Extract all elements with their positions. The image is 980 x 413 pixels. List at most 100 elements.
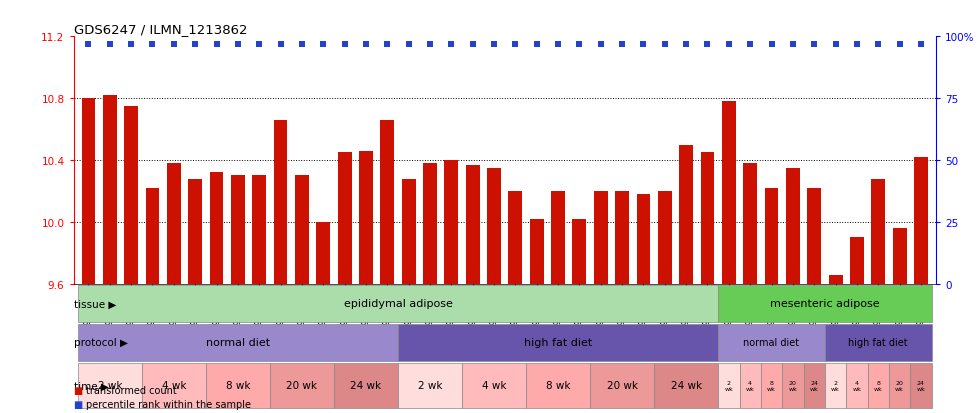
Bar xyxy=(718,324,825,361)
Text: ■: ■ xyxy=(74,399,82,409)
Bar xyxy=(103,96,117,284)
Bar xyxy=(402,179,416,284)
Point xyxy=(102,41,118,48)
Point xyxy=(316,41,331,48)
Bar xyxy=(252,176,267,284)
Point xyxy=(807,41,822,48)
Point xyxy=(763,41,779,48)
Bar xyxy=(487,169,501,284)
Text: percentile rank within the sample: percentile rank within the sample xyxy=(86,399,251,409)
Point xyxy=(401,41,416,48)
Text: mesenteric adipose: mesenteric adipose xyxy=(770,299,880,309)
Point xyxy=(742,41,758,48)
Bar xyxy=(760,363,782,408)
Point xyxy=(849,41,864,48)
Bar xyxy=(77,363,142,408)
Text: transformed count: transformed count xyxy=(86,385,177,395)
Bar xyxy=(338,153,352,284)
Text: 24
wk: 24 wk xyxy=(916,380,925,391)
Bar xyxy=(871,179,885,284)
Point xyxy=(252,41,268,48)
Bar xyxy=(124,107,138,284)
Bar xyxy=(444,161,459,284)
Bar xyxy=(206,363,270,408)
Point xyxy=(123,41,139,48)
Bar xyxy=(398,324,718,361)
Point xyxy=(657,41,672,48)
Bar xyxy=(847,363,867,408)
Point xyxy=(700,41,715,48)
Bar xyxy=(398,363,462,408)
Bar xyxy=(526,363,590,408)
Bar xyxy=(637,195,651,284)
Point xyxy=(721,41,737,48)
Point xyxy=(614,41,630,48)
Bar xyxy=(786,169,800,284)
Text: GDS6247 / ILMN_1213862: GDS6247 / ILMN_1213862 xyxy=(74,23,247,36)
Point xyxy=(678,41,694,48)
Bar xyxy=(334,363,398,408)
Point xyxy=(785,41,801,48)
Bar xyxy=(462,363,526,408)
Bar xyxy=(317,222,330,284)
Point xyxy=(337,41,353,48)
Bar xyxy=(167,164,180,284)
Text: 4 wk: 4 wk xyxy=(482,380,507,390)
Text: 20
wk: 20 wk xyxy=(895,380,904,391)
Bar xyxy=(808,188,821,284)
Bar xyxy=(825,324,932,361)
Bar xyxy=(743,164,758,284)
Point xyxy=(379,41,395,48)
Bar xyxy=(77,324,398,361)
Text: normal diet: normal diet xyxy=(744,337,800,348)
Text: epididymal adipose: epididymal adipose xyxy=(344,299,453,309)
Bar xyxy=(867,363,889,408)
Text: ■: ■ xyxy=(74,385,82,395)
Bar xyxy=(210,173,223,284)
Bar xyxy=(615,192,629,284)
Bar xyxy=(594,192,608,284)
Bar xyxy=(722,102,736,284)
Point xyxy=(636,41,652,48)
Bar xyxy=(551,192,565,284)
Bar xyxy=(77,285,718,322)
Point xyxy=(145,41,161,48)
Bar xyxy=(231,176,245,284)
Bar xyxy=(658,192,671,284)
Point xyxy=(444,41,460,48)
Bar xyxy=(572,219,586,284)
Text: 8
wk: 8 wk xyxy=(767,380,776,391)
Point xyxy=(358,41,373,48)
Bar xyxy=(740,363,760,408)
Point xyxy=(272,41,288,48)
Point xyxy=(550,41,565,48)
Bar xyxy=(188,179,202,284)
Text: 4
wk: 4 wk xyxy=(746,380,755,391)
Bar xyxy=(782,363,804,408)
Bar xyxy=(829,275,843,284)
Point xyxy=(913,41,929,48)
Text: 2 wk: 2 wk xyxy=(98,380,122,390)
Point xyxy=(294,41,310,48)
Text: 2
wk: 2 wk xyxy=(831,380,840,391)
Bar xyxy=(718,363,740,408)
Point xyxy=(209,41,224,48)
Text: normal diet: normal diet xyxy=(206,337,270,348)
Bar xyxy=(889,363,910,408)
Text: 4 wk: 4 wk xyxy=(162,380,186,390)
Text: 24 wk: 24 wk xyxy=(351,380,381,390)
Point xyxy=(508,41,523,48)
Text: 2
wk: 2 wk xyxy=(724,380,733,391)
Bar xyxy=(295,176,309,284)
Bar xyxy=(914,157,928,284)
Bar xyxy=(701,153,714,284)
Bar xyxy=(380,121,394,284)
Bar xyxy=(764,188,778,284)
Point xyxy=(80,41,96,48)
Bar xyxy=(142,363,206,408)
Text: tissue ▶: tissue ▶ xyxy=(74,299,117,309)
Text: protocol ▶: protocol ▶ xyxy=(74,337,128,348)
Text: 8 wk: 8 wk xyxy=(225,380,250,390)
Bar xyxy=(654,363,718,408)
Text: 24
wk: 24 wk xyxy=(809,380,818,391)
